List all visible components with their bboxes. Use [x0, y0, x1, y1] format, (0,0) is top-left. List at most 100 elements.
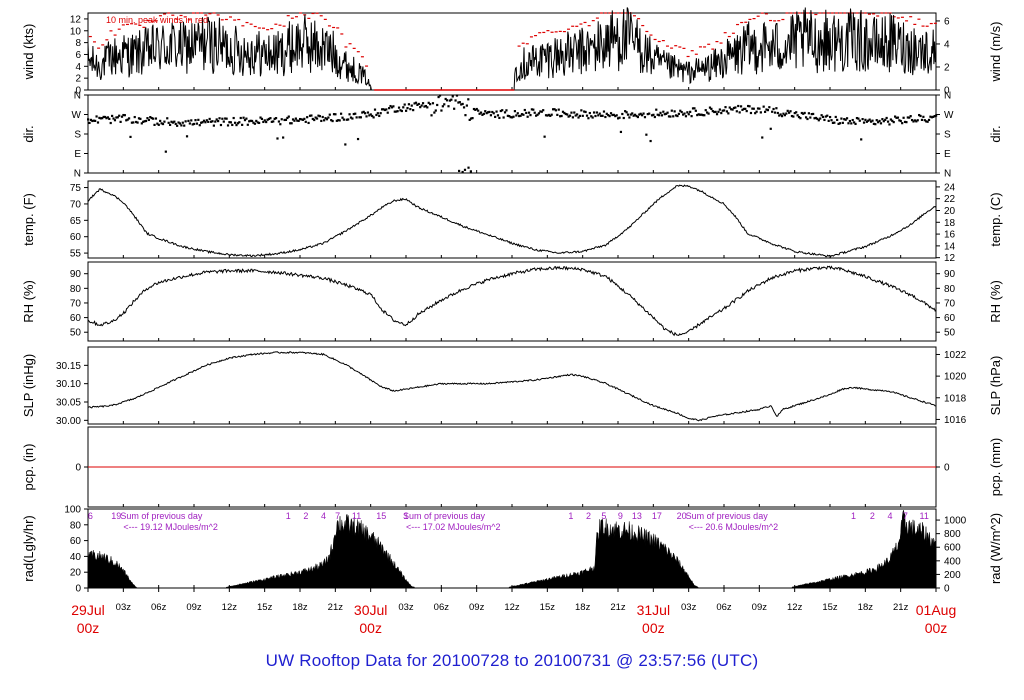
- dir-point: [724, 106, 727, 109]
- dir-point: [731, 108, 734, 111]
- dir-point: [566, 113, 569, 116]
- rad-tick-label-right: 400: [944, 556, 961, 567]
- dir-point: [550, 113, 553, 116]
- dir-point: [344, 143, 347, 146]
- dir-point: [910, 118, 914, 122]
- dir-point: [351, 117, 354, 120]
- rad-tick-label-right: 0: [944, 584, 950, 595]
- dir-point: [132, 121, 135, 124]
- dir-point: [443, 103, 446, 106]
- rad-tick-label-right: 800: [944, 529, 961, 540]
- dir-point: [294, 117, 297, 120]
- dir-point: [194, 119, 197, 122]
- dir-point: [916, 119, 919, 122]
- dir-point: [406, 107, 409, 110]
- dir-point: [672, 115, 675, 118]
- dir-point: [249, 119, 252, 122]
- rad-daily-total-value: <--- 19.12 MJoules/m^2: [123, 522, 218, 532]
- dir-point: [400, 109, 403, 113]
- dir-point: [845, 117, 849, 120]
- dir-tick-label-right: N: [944, 91, 951, 102]
- time-axis-hour-label: 15z: [257, 602, 273, 613]
- pcp-tick-label-left: 0: [75, 463, 81, 474]
- rad-daily-total-label: Sum of previous day: [120, 511, 203, 521]
- dir-point: [120, 115, 124, 118]
- dir-point: [506, 114, 509, 117]
- dir-point: [881, 118, 884, 121]
- dir-point: [783, 114, 786, 117]
- dir-point: [245, 117, 248, 120]
- dir-point: [279, 123, 282, 126]
- footer-title: UW Rooftop Data for 20100728 to 20100731…: [265, 651, 759, 670]
- dir-point: [226, 124, 230, 127]
- dir-point: [242, 116, 245, 119]
- dir-point: [375, 113, 378, 117]
- dir-point: [92, 119, 95, 122]
- dir-point: [174, 122, 177, 126]
- dir-point: [581, 114, 584, 117]
- dir-point: [419, 106, 422, 109]
- dir-point: [639, 112, 642, 115]
- rad-hour-label: 1: [403, 511, 408, 521]
- time-axis-date-sub: 00z: [359, 620, 382, 636]
- dir-point: [649, 139, 652, 143]
- time-axis-hour-label: 21z: [610, 602, 626, 613]
- dir-point: [265, 120, 268, 124]
- dir-point: [291, 118, 295, 121]
- dir-point: [389, 104, 392, 108]
- dir-point: [584, 110, 587, 114]
- dir-point: [137, 117, 141, 120]
- dir-point: [877, 121, 880, 124]
- dir-point: [135, 120, 138, 124]
- dir-point: [366, 111, 370, 114]
- dir-point: [763, 110, 767, 113]
- dir-point: [591, 116, 594, 119]
- dir-point: [462, 106, 466, 109]
- dir-point: [684, 115, 688, 118]
- dir-point: [906, 116, 909, 119]
- dir-point: [830, 119, 833, 122]
- temp-series-line: [87, 184, 937, 258]
- dir-point: [878, 119, 881, 123]
- dir-point: [872, 122, 876, 125]
- dir-point: [89, 118, 93, 122]
- dir-point: [306, 116, 309, 119]
- dir-point: [829, 115, 832, 119]
- dir-point: [802, 112, 805, 115]
- dir-point: [176, 124, 179, 127]
- dir-point: [403, 103, 406, 106]
- dir-point: [116, 116, 119, 119]
- dir-point: [608, 115, 611, 118]
- dir-point: [631, 112, 634, 115]
- dir-point: [457, 101, 460, 104]
- dir-point: [106, 116, 109, 119]
- dir-point: [530, 108, 533, 111]
- dir-point: [228, 121, 231, 124]
- dir-point: [183, 124, 186, 127]
- dir-point: [665, 112, 668, 115]
- dir-point: [701, 114, 704, 117]
- dir-point: [118, 114, 121, 117]
- dir-point: [656, 113, 659, 116]
- dir-point: [745, 109, 748, 113]
- rh-tick-label-left: 80: [70, 284, 82, 295]
- dir-point: [700, 113, 703, 116]
- dir-point: [325, 118, 329, 121]
- dir-point: [576, 113, 579, 116]
- dir-point: [755, 110, 758, 113]
- dir-point: [420, 104, 423, 107]
- rad-tick-label-left: 80: [70, 520, 82, 531]
- dir-point: [296, 119, 299, 122]
- dir-point: [258, 121, 261, 125]
- dir-point: [212, 124, 215, 127]
- dir-point: [559, 115, 562, 118]
- dir-point: [673, 110, 676, 113]
- time-axis-date-label: 30Jul: [354, 602, 387, 618]
- dir-point: [197, 118, 200, 121]
- dir-point: [636, 115, 639, 119]
- dir-point: [430, 114, 433, 117]
- rad-daily-total-value: <--- 17.02 MJoules/m^2: [406, 522, 501, 532]
- wind-tick-label-right: 4: [944, 39, 950, 50]
- dir-point: [556, 113, 559, 116]
